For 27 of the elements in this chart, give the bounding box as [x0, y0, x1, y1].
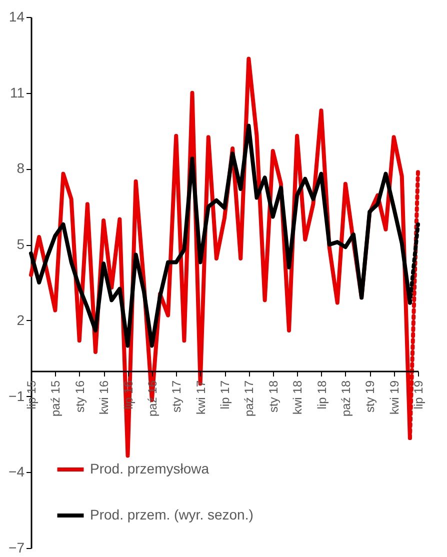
- y-tick-label: 11: [10, 84, 25, 100]
- x-tick-label: paź 15: [48, 380, 63, 417]
- x-tick-label: paź 18: [338, 380, 353, 417]
- x-tick-label: kwi 17: [194, 380, 208, 415]
- x-tick-label: kwi 16: [97, 380, 112, 415]
- x-tick-label: lip 16: [121, 380, 136, 410]
- x-tick-label: sty 19: [363, 380, 378, 413]
- y-tick-label: 2: [16, 312, 25, 328]
- x-tick-label: lip 15: [24, 380, 38, 410]
- x-tick-label: sty 17: [170, 380, 184, 413]
- x-tick-label: lip 18: [314, 380, 329, 410]
- y-tick-label: 14: [8, 8, 25, 24]
- x-tick-label: paź 17: [242, 380, 256, 417]
- x-tick-label: sty 16: [72, 380, 87, 413]
- y-tick-label: −1: [8, 388, 25, 404]
- x-tick-label: sty 18: [266, 380, 280, 413]
- legend-label: Prod. przem. (wyr. sezon.): [90, 506, 254, 522]
- x-tick-label: lip 19: [412, 380, 426, 410]
- legend-label: Prod. przemysłowa: [90, 460, 210, 476]
- x-tick-label: paź 16: [145, 380, 160, 417]
- y-tick-label: −7: [8, 540, 25, 556]
- y-tick-label: 8: [16, 160, 25, 176]
- y-tick-label: 5: [16, 236, 25, 252]
- y-tick-label: −4: [8, 464, 25, 480]
- x-tick-label: kwi 19: [387, 380, 402, 415]
- x-tick-label: kwi 18: [290, 380, 305, 415]
- x-tick-label: lip 17: [218, 380, 232, 410]
